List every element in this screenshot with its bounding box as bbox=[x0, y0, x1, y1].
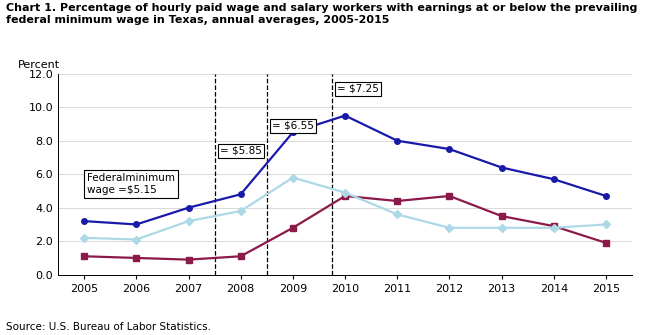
Below minimum wage bbox=[550, 226, 558, 230]
At minimum wage bbox=[289, 226, 297, 230]
Below minimum wage bbox=[132, 238, 140, 242]
Below minimum wage bbox=[184, 219, 192, 223]
At or below minimum wage bbox=[602, 194, 610, 198]
Below minimum wage bbox=[237, 209, 244, 213]
Line: At minimum wage: At minimum wage bbox=[81, 193, 609, 262]
Text: = $6.55: = $6.55 bbox=[272, 121, 314, 131]
At minimum wage bbox=[602, 241, 610, 245]
At minimum wage bbox=[550, 224, 558, 228]
Below minimum wage bbox=[393, 212, 401, 216]
At or below minimum wage bbox=[550, 177, 558, 181]
At or below minimum wage bbox=[80, 219, 88, 223]
At minimum wage bbox=[132, 256, 140, 260]
At minimum wage bbox=[446, 194, 453, 198]
At or below minimum wage bbox=[498, 165, 506, 170]
Below minimum wage bbox=[446, 226, 453, 230]
At minimum wage bbox=[184, 258, 192, 262]
Line: At or below minimum wage: At or below minimum wage bbox=[81, 113, 609, 227]
At or below minimum wage bbox=[184, 206, 192, 210]
Text: = $7.25: = $7.25 bbox=[337, 84, 379, 94]
At minimum wage bbox=[341, 194, 349, 198]
At or below minimum wage bbox=[446, 147, 453, 151]
Text: Percent: Percent bbox=[18, 60, 60, 70]
Below minimum wage bbox=[341, 191, 349, 195]
At or below minimum wage bbox=[237, 192, 244, 196]
Text: Source: U.S. Bureau of Labor Statistics.: Source: U.S. Bureau of Labor Statistics. bbox=[6, 322, 212, 332]
At or below minimum wage bbox=[289, 130, 297, 134]
Text: Chart 1. Percentage of hourly paid wage and salary workers with earnings at or b: Chart 1. Percentage of hourly paid wage … bbox=[6, 3, 638, 25]
Below minimum wage bbox=[602, 222, 610, 226]
At or below minimum wage bbox=[341, 114, 349, 118]
At minimum wage bbox=[237, 254, 244, 258]
At or below minimum wage bbox=[132, 222, 140, 226]
At minimum wage bbox=[80, 254, 88, 258]
At minimum wage bbox=[498, 214, 506, 218]
Line: Below minimum wage: Below minimum wage bbox=[81, 175, 609, 242]
At minimum wage bbox=[393, 199, 401, 203]
Text: Federalminimum
wage =$5.15: Federalminimum wage =$5.15 bbox=[87, 174, 175, 195]
At or below minimum wage bbox=[393, 139, 401, 143]
Below minimum wage bbox=[80, 236, 88, 240]
Below minimum wage bbox=[289, 176, 297, 180]
Text: = $5.85: = $5.85 bbox=[220, 146, 262, 156]
Below minimum wage bbox=[498, 226, 506, 230]
